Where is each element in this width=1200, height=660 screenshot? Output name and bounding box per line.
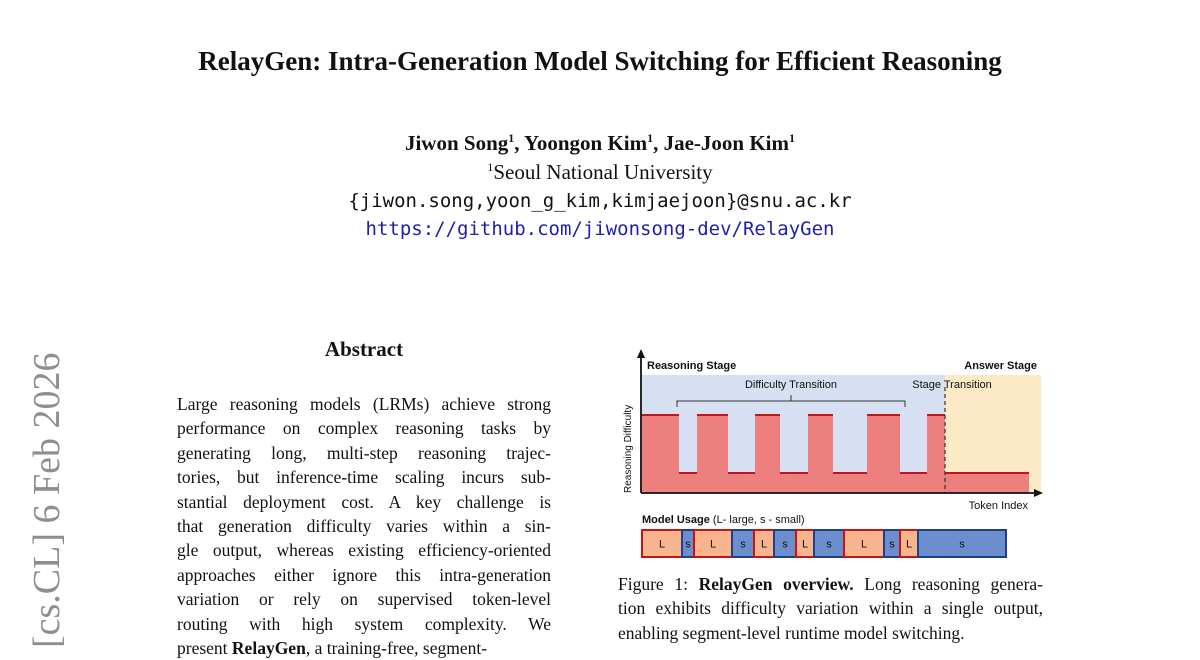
abstract-line: variation or rely on supervised token-le… (177, 589, 551, 610)
abstract-line: approaches either ignore this intra-gene… (177, 564, 551, 585)
caption-bold: RelayGen overview. (698, 574, 854, 594)
arxiv-side-stamp: [cs.CL] 6 Feb 2026 (26, 352, 68, 648)
model-block-label: s (685, 539, 691, 551)
model-block-label: L (802, 539, 808, 551)
caption-line: Figure 1: RelayGen overview. Long reason… (618, 574, 1043, 594)
affiliation: 1Seoul National University (0, 160, 1200, 185)
stage-transition-label: Stage Transition (912, 379, 992, 391)
affiliation-mark: 1 (487, 160, 494, 174)
github-link[interactable]: https://github.com/jiwonsong-dev/RelayGe… (365, 218, 835, 240)
small-model-block (813, 529, 845, 558)
abstract-heading: Abstract (324, 337, 404, 361)
author-affil-mark: 1 (789, 131, 796, 145)
model-block-label: s (826, 539, 832, 551)
abstract-line: that generation difficulty varies within… (177, 515, 551, 536)
caption-line: enabling segment-level runtime model swi… (618, 622, 965, 643)
abstract-line: Large reasoning models (LRMs) achieve st… (177, 394, 551, 414)
large-model-block (843, 529, 885, 558)
model-usage-title: Model Usage (L- large, s - small) (642, 514, 805, 526)
author-name: Jiwon Song (404, 131, 509, 155)
reasoning-stage-label: Reasoning Stage (647, 360, 736, 372)
x-axis-label: Token Index (969, 500, 1029, 512)
figure-relaygen-overview: Reasoning Stage Answer Stage Difficulty … (623, 349, 1043, 558)
model-block-label: L (906, 539, 912, 551)
model-block-label: L (761, 539, 767, 551)
author-name: Jae-Joon Kim (663, 131, 790, 155)
paper-title: RelayGen: Intra-Generation Model Switchi… (198, 46, 1002, 76)
author-email: {jiwon.song,yoon_g_kim,kimjaejoon}@snu.a… (348, 190, 852, 212)
author-list: Jiwon Song1, Yoongon Kim1, Jae-Joon Kim1 (404, 131, 796, 155)
caption-line: tion exhibits difficulty variation withi… (618, 598, 1043, 619)
y-axis-label: Reasoning Difficulty (623, 405, 634, 493)
model-block-label: s (959, 539, 965, 551)
abstract-body: Large reasoning models (LRMs) achieve st… (177, 392, 551, 660)
small-model-block (917, 529, 1007, 558)
large-model-block (693, 529, 733, 558)
abstract-line: gle output, whereas existing efficiency-… (177, 540, 551, 561)
author-affil-mark: 1 (508, 131, 515, 145)
abstract-line: performance on complex reasoning tasks b… (177, 418, 551, 439)
difficulty-transition-label: Difficulty Transition (745, 379, 837, 391)
model-block-label: L (861, 539, 867, 551)
model-block-label: s (740, 539, 746, 551)
model-block-label: L (710, 539, 716, 551)
author-name: Yoongon Kim (524, 131, 648, 155)
author-affil-mark: 1 (647, 131, 654, 145)
y-axis-arrow (637, 349, 645, 358)
model-block-label: s (889, 539, 895, 551)
x-axis-arrow (1034, 489, 1043, 497)
answer-stage-label: Answer Stage (964, 360, 1037, 372)
difficulty-curve-line (641, 414, 1029, 474)
difficulty-transition-bracket (676, 395, 906, 407)
model-block-label: s (782, 539, 788, 551)
abstract-line: routing with high system complexity. We (177, 613, 551, 634)
affiliation-name: Seoul National University (493, 160, 713, 184)
abstract-line: stantial deployment cost. A key challeng… (177, 491, 551, 512)
model-block-label: L (659, 539, 665, 551)
abstract-line: generating long, multi-step reasoning tr… (177, 442, 551, 463)
abstract-line: tories, but inference-time scaling incur… (177, 467, 551, 488)
figure-caption: Figure 1: RelayGen overview. Long reason… (618, 572, 1043, 645)
